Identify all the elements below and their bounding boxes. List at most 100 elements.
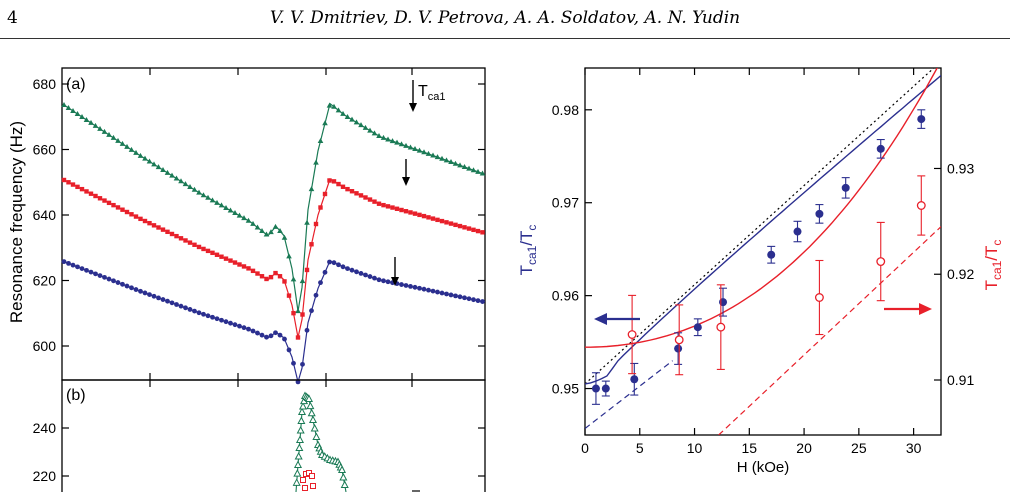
data-point xyxy=(307,408,316,417)
data-point xyxy=(192,308,197,314)
data-point xyxy=(380,134,387,140)
data-point xyxy=(719,298,728,307)
data-point xyxy=(178,236,184,241)
blue-fit-curve xyxy=(585,74,941,385)
panel-b-curves xyxy=(292,391,349,492)
data-point xyxy=(408,210,413,215)
data-point xyxy=(372,199,377,204)
data-point xyxy=(304,394,314,402)
data-point xyxy=(297,416,306,424)
data-point xyxy=(259,227,265,233)
data-point xyxy=(142,218,148,224)
data-point xyxy=(457,162,463,168)
data-point xyxy=(367,197,373,202)
data-point xyxy=(302,485,308,491)
data-point xyxy=(286,347,292,353)
data-point xyxy=(443,157,450,163)
data-point xyxy=(151,223,157,228)
data-point xyxy=(142,155,148,161)
y-tick-label-left: 0.95 xyxy=(552,381,579,397)
data-point xyxy=(264,276,269,282)
data-point xyxy=(254,224,261,230)
data-point xyxy=(480,230,485,235)
data-point xyxy=(430,288,436,294)
data-point xyxy=(115,137,121,143)
data-point xyxy=(345,186,350,192)
data-point xyxy=(309,473,315,479)
data-point xyxy=(282,279,287,284)
data-point xyxy=(470,167,477,173)
data-point xyxy=(133,287,139,292)
data-point xyxy=(335,107,342,113)
data-point xyxy=(814,293,824,302)
data-point xyxy=(160,166,166,172)
data-point xyxy=(693,323,702,332)
data-point xyxy=(304,219,310,225)
data-point xyxy=(277,274,283,279)
data-point xyxy=(205,248,211,254)
data-point xyxy=(336,262,341,268)
data-point xyxy=(358,270,364,276)
data-point xyxy=(295,379,301,385)
data-point xyxy=(318,205,323,210)
y-tick-label: 220 xyxy=(33,468,57,484)
data-point xyxy=(345,266,350,272)
data-point xyxy=(310,423,319,432)
data-point xyxy=(227,207,234,213)
data-point xyxy=(326,102,333,108)
data-point xyxy=(376,277,382,283)
data-point xyxy=(417,212,422,218)
right-arrow-icon xyxy=(919,303,932,315)
data-point xyxy=(169,172,175,178)
data-point xyxy=(61,177,67,183)
data-point xyxy=(92,122,99,128)
data-point xyxy=(372,275,377,281)
data-point xyxy=(209,197,216,203)
data-point xyxy=(340,184,346,189)
data-point xyxy=(291,360,296,366)
data-point xyxy=(155,164,162,170)
data-point xyxy=(376,133,382,139)
x-tick-label: 30 xyxy=(906,440,922,456)
data-point xyxy=(412,146,418,152)
data-point xyxy=(398,141,405,147)
y-tick-label: 660 xyxy=(33,142,57,158)
x-tick-label: 0 xyxy=(581,440,589,456)
tca1-label: Tca1 xyxy=(418,83,446,103)
data-point xyxy=(381,202,386,208)
data-point xyxy=(412,284,418,290)
data-point xyxy=(793,227,802,236)
data-point xyxy=(223,256,229,261)
data-point xyxy=(304,267,310,273)
data-point xyxy=(394,206,400,211)
chart-points xyxy=(591,109,926,405)
data-point xyxy=(462,295,467,301)
running-authors: V. V. Dmitriev, D. V. Petrova, A. A. Sol… xyxy=(269,8,741,28)
data-point xyxy=(306,401,315,410)
data-point xyxy=(272,223,279,229)
data-point xyxy=(61,259,67,265)
data-point xyxy=(246,326,251,332)
data-point xyxy=(461,163,468,169)
data-point xyxy=(480,299,485,304)
data-point xyxy=(286,293,292,298)
data-point xyxy=(363,272,368,278)
data-point xyxy=(133,214,139,219)
panel-b: (b) 220 240 xyxy=(33,379,486,492)
red-dashed-line xyxy=(718,226,941,435)
data-point xyxy=(331,103,337,109)
data-point xyxy=(292,478,301,486)
y-tick-label-left: 0.97 xyxy=(552,195,579,211)
data-point xyxy=(84,267,89,273)
data-point xyxy=(187,307,193,312)
data-point xyxy=(66,180,71,185)
data-point xyxy=(426,215,431,220)
data-point xyxy=(300,361,305,367)
data-point xyxy=(65,104,72,110)
data-point xyxy=(192,242,197,247)
data-point xyxy=(205,194,211,200)
data-point xyxy=(327,259,332,265)
data-point xyxy=(138,216,143,222)
data-point xyxy=(367,274,373,279)
data-point xyxy=(916,201,926,210)
